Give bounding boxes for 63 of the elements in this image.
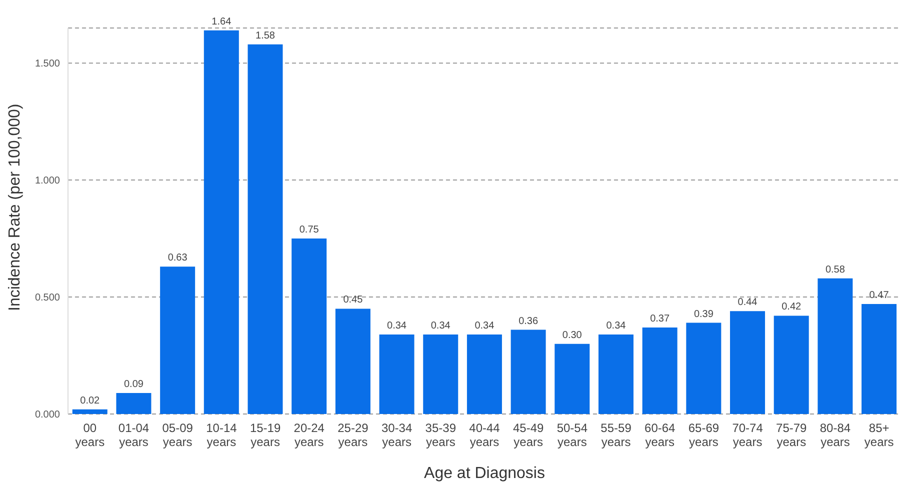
bar: [160, 266, 196, 414]
bar: [379, 334, 414, 414]
x-tick-label: 60-64 years: [644, 421, 676, 449]
bar: [116, 392, 152, 414]
data-label: 1.64: [212, 16, 232, 28]
data-label: 0.34: [430, 320, 451, 332]
bar: [686, 322, 722, 414]
bar: [554, 344, 590, 414]
x-tick-label: 25-29 years: [338, 421, 369, 449]
bar: [510, 330, 546, 414]
data-label: 0.47: [869, 290, 890, 302]
bar: [204, 30, 239, 414]
x-tick-label: 05-09 years: [162, 421, 194, 449]
data-label: 0.58: [825, 264, 846, 276]
data-label: 0.09: [124, 378, 144, 390]
x-tick-label: 80-84 years: [820, 421, 851, 449]
x-axis-title: Age at Diagnosis: [424, 465, 545, 482]
data-label: 0.34: [606, 320, 626, 332]
x-tick-label: 70-74 years: [732, 421, 764, 449]
bar: [730, 311, 766, 414]
bar: [248, 44, 283, 414]
x-tick-label: 35-39 years: [425, 421, 456, 449]
data-label: 0.75: [299, 224, 320, 236]
x-tick-label: 15-19 years: [250, 421, 281, 449]
x-tick-label: 01-04 years: [118, 421, 150, 449]
y-tick-label: 1.500: [34, 58, 60, 70]
bar: [72, 409, 108, 414]
data-label: 1.58: [256, 30, 276, 42]
bar: [818, 278, 853, 414]
x-tick-label: 40-44 years: [469, 421, 500, 449]
data-label: 0.44: [738, 297, 758, 308]
x-tick-label: 85+ years: [864, 421, 894, 449]
data-label: 0.42: [782, 302, 802, 313]
data-label: 0.36: [518, 316, 538, 327]
x-tick-label: 75-79 years: [776, 421, 808, 449]
bar: [423, 334, 458, 414]
data-label: 0.34: [387, 320, 407, 332]
data-label: 0.02: [80, 395, 100, 406]
bar: [335, 308, 370, 414]
bar: [862, 304, 897, 414]
x-tick-label: 20-24 years: [294, 421, 325, 449]
data-label: 0.37: [650, 313, 670, 324]
x-tick-label: 55-59 years: [600, 421, 632, 449]
y-axis-title: Incidence Rate (per 100,000): [6, 104, 24, 311]
x-tick-label: 65-69 years: [688, 421, 720, 449]
data-label: 0.34: [474, 320, 495, 332]
bar: [774, 316, 809, 414]
bar: [642, 327, 678, 414]
x-tick-label: 00 years: [75, 421, 105, 449]
y-tick-label: 1.000: [34, 176, 60, 187]
x-tick-label: 45-49 years: [512, 421, 544, 449]
y-tick-label: 0.500: [34, 292, 60, 304]
bar: [466, 334, 502, 414]
x-tick-label: 10-14 years: [206, 421, 238, 449]
bar: [292, 238, 327, 414]
x-tick-label: 50-54 years: [556, 421, 588, 449]
data-label: 0.45: [343, 294, 364, 306]
data-label: 0.39: [694, 308, 714, 320]
y-tick-label: 0.000: [34, 410, 60, 421]
x-tick-label: 30-34 years: [381, 421, 412, 449]
bar: [598, 334, 634, 414]
data-label: 0.30: [562, 330, 582, 341]
data-label: 0.63: [168, 252, 188, 264]
